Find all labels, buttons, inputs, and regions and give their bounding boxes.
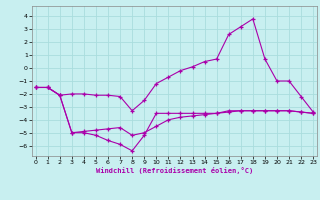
- X-axis label: Windchill (Refroidissement éolien,°C): Windchill (Refroidissement éolien,°C): [96, 167, 253, 174]
